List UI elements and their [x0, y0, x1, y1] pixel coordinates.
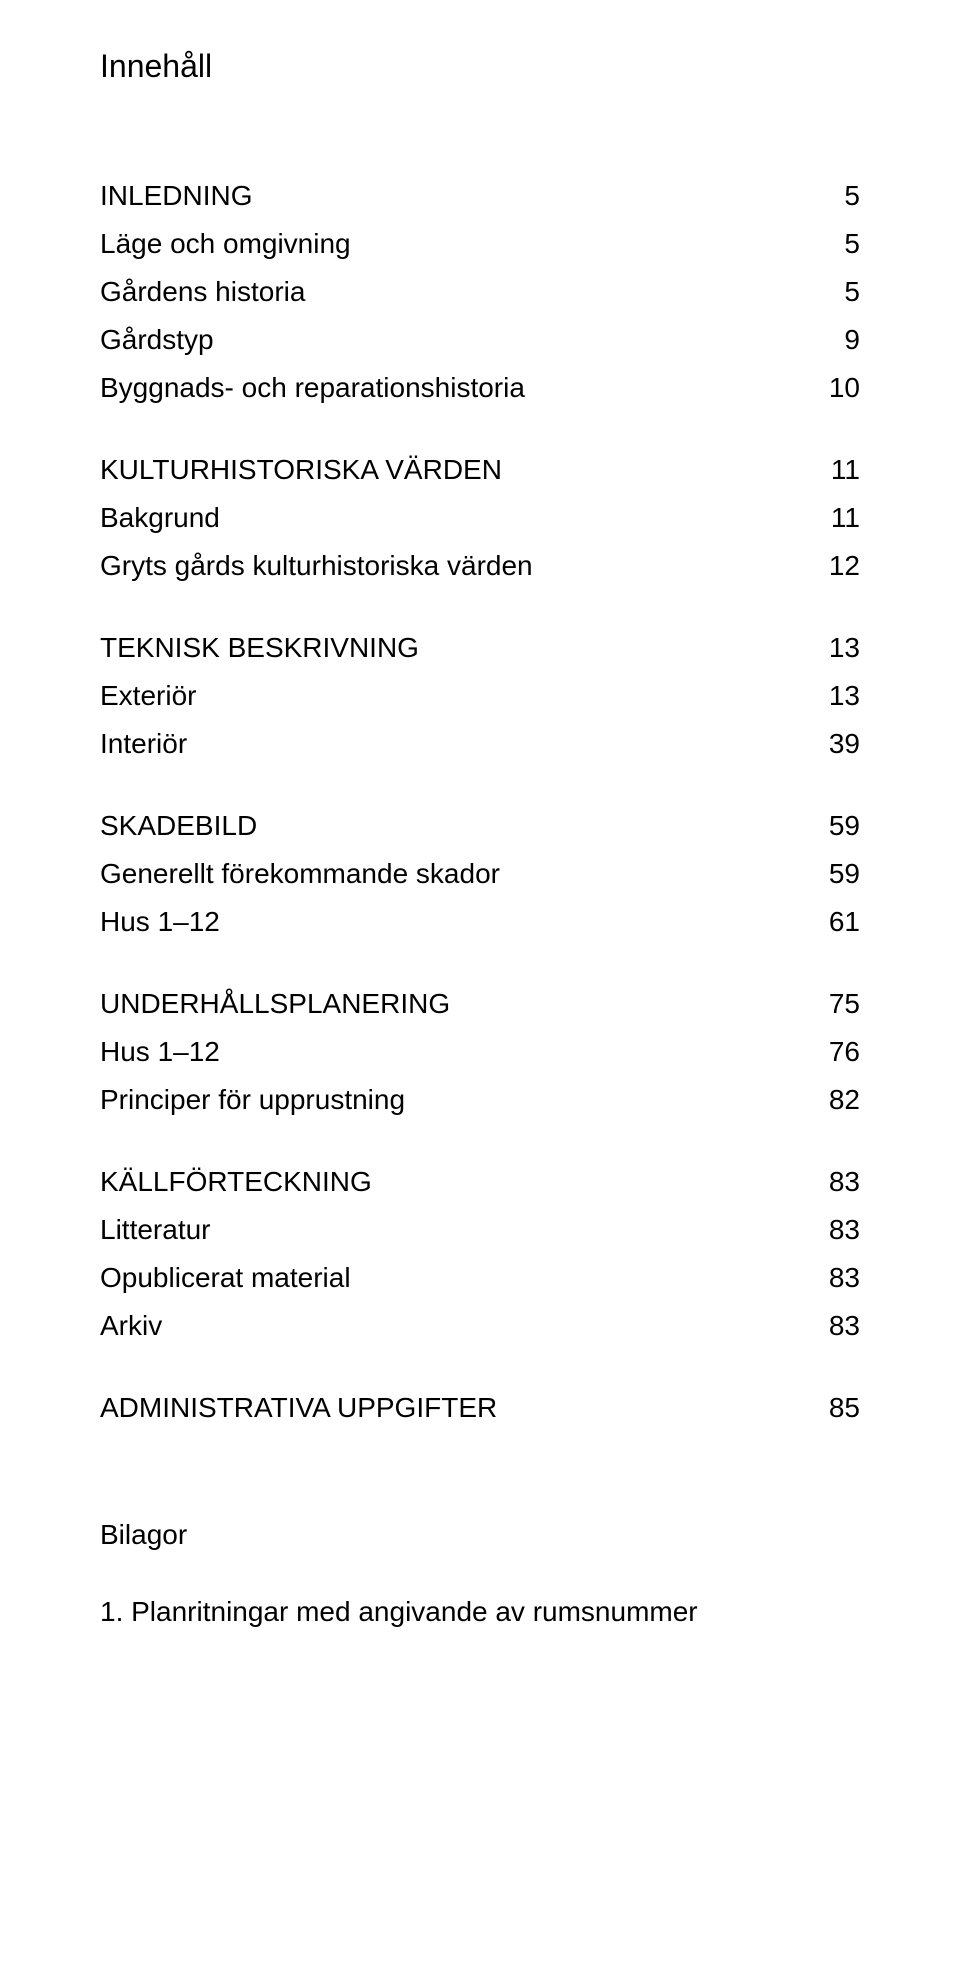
toc-page: 13 — [800, 627, 860, 669]
toc-page: 59 — [800, 853, 860, 895]
toc-page: 83 — [800, 1257, 860, 1299]
toc-section: TEKNISK BESKRIVNING 13 Exteriör 13 Inter… — [100, 627, 860, 765]
toc-row: Hus 1–12 76 — [100, 1031, 860, 1073]
toc-page: 83 — [800, 1209, 860, 1251]
toc-row: TEKNISK BESKRIVNING 13 — [100, 627, 860, 669]
toc-section: ADMINISTRATIVA UPPGIFTER 85 — [100, 1387, 860, 1429]
toc-row: Gryts gårds kulturhistoriska värden 12 — [100, 545, 860, 587]
toc-row: Bakgrund 11 — [100, 497, 860, 539]
toc-page: 61 — [800, 901, 860, 943]
toc-row: Principer för upprustning 82 — [100, 1079, 860, 1121]
toc-row: SKADEBILD 59 — [100, 805, 860, 847]
toc-label: Hus 1–12 — [100, 1031, 800, 1073]
toc-label: Arkiv — [100, 1305, 800, 1347]
toc-page: 76 — [800, 1031, 860, 1073]
toc-section: SKADEBILD 59 Generellt förekommande skad… — [100, 805, 860, 943]
toc-label: Generellt förekommande skador — [100, 853, 800, 895]
toc-page: 5 — [800, 271, 860, 313]
toc-label: Byggnads- och reparationshistoria — [100, 367, 800, 409]
toc-row: Gårdstyp 9 — [100, 319, 860, 361]
toc-section: KÄLLFÖRTECKNING 83 Litteratur 83 Opublic… — [100, 1161, 860, 1347]
toc-row: Hus 1–12 61 — [100, 901, 860, 943]
toc-page: 59 — [800, 805, 860, 847]
toc-page: 10 — [800, 367, 860, 409]
toc-page: 13 — [800, 675, 860, 717]
toc-section: KULTURHISTORISKA VÄRDEN 11 Bakgrund 11 G… — [100, 449, 860, 587]
toc-row: Gårdens historia 5 — [100, 271, 860, 313]
toc-label: Opublicerat material — [100, 1257, 800, 1299]
toc-page: 5 — [800, 223, 860, 265]
toc-row: KULTURHISTORISKA VÄRDEN 11 — [100, 449, 860, 491]
toc-page: 85 — [800, 1387, 860, 1429]
toc-label: ADMINISTRATIVA UPPGIFTER — [100, 1387, 800, 1429]
toc-row: Arkiv 83 — [100, 1305, 860, 1347]
document-page: Innehåll INLEDNING 5 Läge och omgivning … — [0, 0, 960, 1693]
toc-page: 82 — [800, 1079, 860, 1121]
toc-page: 11 — [800, 449, 860, 491]
toc-page: 12 — [800, 545, 860, 587]
toc-label: INLEDNING — [100, 175, 800, 217]
toc-section: UNDERHÅLLSPLANERING 75 Hus 1–12 76 Princ… — [100, 983, 860, 1121]
toc-label: Bakgrund — [100, 497, 800, 539]
toc-row: Interiör 39 — [100, 723, 860, 765]
toc-row: Läge och omgivning 5 — [100, 223, 860, 265]
toc-page: 83 — [800, 1161, 860, 1203]
toc-label: Hus 1–12 — [100, 901, 800, 943]
toc-label: KÄLLFÖRTECKNING — [100, 1161, 800, 1203]
toc-label: UNDERHÅLLSPLANERING — [100, 983, 800, 1025]
toc-row: Opublicerat material 83 — [100, 1257, 860, 1299]
toc-row: ADMINISTRATIVA UPPGIFTER 85 — [100, 1387, 860, 1429]
toc-label: Principer för upprustning — [100, 1079, 800, 1121]
toc-label: TEKNISK BESKRIVNING — [100, 627, 800, 669]
toc-row: KÄLLFÖRTECKNING 83 — [100, 1161, 860, 1203]
toc-page: 39 — [800, 723, 860, 765]
appendix-heading: Bilagor — [100, 1519, 860, 1551]
toc-label: KULTURHISTORISKA VÄRDEN — [100, 449, 800, 491]
toc-page: 83 — [800, 1305, 860, 1347]
toc-row: UNDERHÅLLSPLANERING 75 — [100, 983, 860, 1025]
toc-row: Generellt förekommande skador 59 — [100, 853, 860, 895]
toc-label: SKADEBILD — [100, 805, 800, 847]
toc-label: Exteriör — [100, 675, 800, 717]
toc-label: Gårdstyp — [100, 319, 800, 361]
toc-label: Gryts gårds kulturhistoriska värden — [100, 545, 800, 587]
toc-row: INLEDNING 5 — [100, 175, 860, 217]
toc-label: Interiör — [100, 723, 800, 765]
toc-label: Litteratur — [100, 1209, 800, 1251]
toc-label: Läge och omgivning — [100, 223, 800, 265]
toc-section: INLEDNING 5 Läge och omgivning 5 Gårdens… — [100, 175, 860, 409]
appendix-item: 1. Planritningar med angivande av rumsnu… — [100, 1591, 860, 1633]
toc-label: Gårdens historia — [100, 271, 800, 313]
toc-page: 9 — [800, 319, 860, 361]
toc-page: 5 — [800, 175, 860, 217]
toc-page: 11 — [800, 497, 860, 539]
toc-row: Byggnads- och reparationshistoria 10 — [100, 367, 860, 409]
toc-row: Litteratur 83 — [100, 1209, 860, 1251]
toc-row: Exteriör 13 — [100, 675, 860, 717]
toc-page: 75 — [800, 983, 860, 1025]
page-title: Innehåll — [100, 48, 860, 85]
